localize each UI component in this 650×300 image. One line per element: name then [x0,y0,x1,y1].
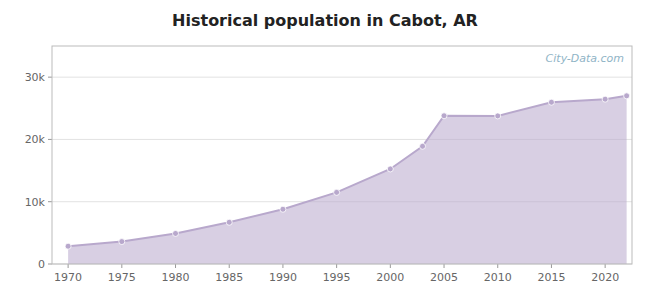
plot-data [65,93,630,264]
x-tick [68,264,69,268]
y-tick [48,77,52,78]
chart-svg: Historical population in Cabot, AR 0 10k 20… [0,0,650,300]
x-tick [444,264,445,268]
x-tick-label: 1975 [108,271,136,284]
data-point [334,189,340,195]
data-point [441,113,447,119]
x-tick [229,264,230,268]
data-point [624,93,630,99]
x-tick-label: 2010 [484,271,512,284]
x-tick [336,264,337,268]
x-tick-label: 1980 [162,271,190,284]
x-tick-label: 2005 [430,271,458,284]
data-point [119,239,125,245]
data-point [420,143,426,149]
x-tick-label: 1970 [54,271,82,284]
annotation: City-Data.com [546,52,624,65]
y-tick [48,201,52,202]
data-point [226,219,232,225]
x-tick [121,264,122,268]
y-tick-label: 0 [38,258,45,271]
x-tick [282,264,283,268]
x-tick [605,264,606,268]
x-tick [497,264,498,268]
chart-title: Historical population in Cabot, AR [172,11,478,30]
x-tick [175,264,176,268]
x-tick-label: 1985 [215,271,243,284]
data-line [68,96,627,246]
y-tick-label: 10k [25,196,46,209]
axes: 0 10k 20k 30k 1970 1975 1980 1985 1990 1995 2000 20… [25,71,632,284]
area-fill [68,96,627,264]
data-point [602,96,608,102]
x-tick [390,264,391,268]
y-tick [48,264,52,265]
y-tick [48,139,52,140]
x-tick-label: 2020 [591,271,619,284]
x-tick-label: 2015 [537,271,565,284]
y-tick-label: 20k [25,133,46,146]
data-point [548,99,554,105]
data-point [173,230,179,236]
data-point [280,206,286,212]
x-tick-label: 2000 [376,271,404,284]
x-tick [551,264,552,268]
plot-frame [52,46,632,264]
data-point [65,243,71,249]
data-point [387,166,393,172]
x-tick-label: 1995 [323,271,351,284]
data-point [495,113,501,119]
chart-container: Historical population in Cabot, AR 0 10k 20… [0,0,650,300]
y-tick-label: 30k [25,71,46,84]
grid-line [52,77,632,78]
x-tick-label: 1990 [269,271,297,284]
